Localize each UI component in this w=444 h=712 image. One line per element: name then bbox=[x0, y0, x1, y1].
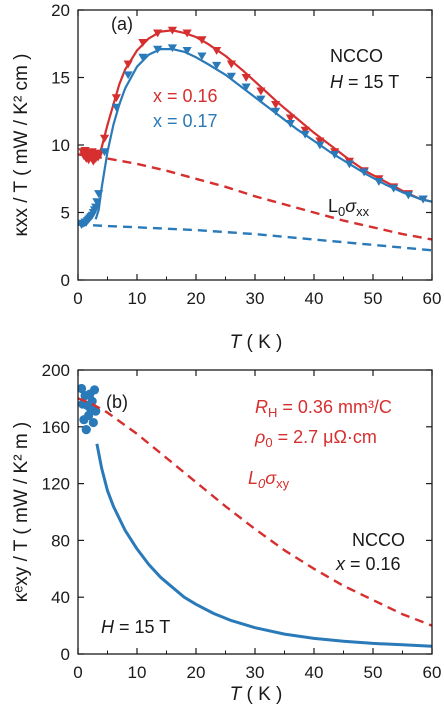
panel-a-series-2-point bbox=[212, 61, 222, 70]
panel-a-frame bbox=[77, 9, 433, 281]
panel-b-xlabel: T ( K ) bbox=[230, 684, 283, 705]
panel-b-l0sigma-label: L0σxy bbox=[248, 468, 290, 491]
panel-b-xtick-label: 50 bbox=[364, 663, 383, 682]
panel-a-series-3-line bbox=[94, 48, 432, 220]
panel-a-label: (a) bbox=[111, 14, 133, 34]
panel-a-ytick-label: 5 bbox=[61, 204, 70, 223]
panel-a-series-5-line bbox=[78, 223, 432, 252]
panel-a-xlabel: T ( K ) bbox=[230, 332, 283, 353]
panel-a-ytick-label: 20 bbox=[51, 1, 70, 20]
panel-b-ylabel: κᵉxy / T ( mW / K² m ) bbox=[11, 422, 32, 603]
panel-a-series-2-point bbox=[256, 95, 266, 104]
panel-a-series-2-point bbox=[123, 71, 133, 80]
panel-a-series-2-point bbox=[182, 47, 192, 55]
panel-b-ytick-label: 40 bbox=[51, 588, 70, 607]
panel-b-material: NCCO bbox=[352, 530, 405, 550]
panel-a-series-0-point bbox=[285, 114, 295, 123]
panel-b-series-0-point bbox=[89, 385, 100, 395]
panel-b-field: H = 15 T bbox=[101, 617, 170, 637]
panel-b-series-0-point bbox=[81, 425, 91, 435]
panel-b-xtick-label: 10 bbox=[128, 663, 147, 682]
panel-a-tick-labels: 0 10 20 30 40 50 60 0 5 10 15 20 bbox=[51, 1, 441, 308]
panel-a-xtick-label: 0 bbox=[73, 289, 82, 308]
panel-b-doping: x = 0.16 bbox=[335, 554, 401, 574]
panel-b-ytick-label: 200 bbox=[42, 361, 70, 380]
panel-a-series-2-point bbox=[197, 52, 207, 61]
panel-a-xtick-label: 10 bbox=[128, 289, 147, 308]
panel-a-series bbox=[78, 26, 432, 252]
panel-b-ytick-label: 0 bbox=[61, 645, 70, 664]
panel-a-series-2-point bbox=[91, 203, 101, 212]
panel-b-series-1-line bbox=[95, 443, 432, 648]
panel-a-ytick-label: 15 bbox=[51, 69, 70, 88]
panel-a-xtick-label: 30 bbox=[246, 289, 265, 308]
panel-a-series-4-line bbox=[78, 153, 432, 241]
panel-a-l0sigma-label: L0σxx bbox=[328, 196, 370, 219]
panel-a-ylabel: κxx / T ( mW / K² cm ) bbox=[11, 54, 32, 237]
panel-b-series-0-point bbox=[91, 406, 101, 416]
panel-b-xtick-label: 60 bbox=[423, 663, 442, 682]
panel-a-material: NCCO bbox=[330, 46, 383, 66]
panel-b: 0 10 20 30 40 50 60 0 40 80 120 160 200 (b) RH = 0.3… bbox=[11, 361, 441, 705]
panel-b-rho: ρ0 = 2.7 μΩ·cm bbox=[254, 427, 377, 450]
panel-a-ytick-label: 0 bbox=[61, 271, 70, 290]
panel-b-xtick-label: 20 bbox=[187, 663, 206, 682]
panel-a-ytick-label: 10 bbox=[51, 136, 70, 155]
panel-b-xtick-label: 30 bbox=[246, 663, 265, 682]
panel-a-xtick-label: 40 bbox=[305, 289, 324, 308]
panel-a-series-2-point bbox=[241, 83, 251, 92]
panel-b-xtick-label: 40 bbox=[305, 663, 324, 682]
panel-b-xtick-label: 0 bbox=[73, 663, 82, 682]
panel-a-series-2-point bbox=[226, 72, 236, 81]
legend-x016: x = 0.16 bbox=[153, 86, 218, 106]
panel-a-series-2-point bbox=[138, 53, 148, 62]
panel-b-series bbox=[78, 383, 432, 648]
panel-a-xtick-label: 20 bbox=[187, 289, 206, 308]
panel-b-label: (b) bbox=[106, 392, 128, 412]
panel-b-series-0-point bbox=[78, 383, 87, 394]
panel-a-field: H = 15 T bbox=[330, 72, 399, 92]
panel-b-series-0-point bbox=[88, 417, 98, 428]
legend-x017: x = 0.17 bbox=[153, 111, 218, 131]
panel-b-ytick-label: 80 bbox=[51, 531, 70, 550]
panel-b-ytick-label: 160 bbox=[42, 418, 70, 437]
panel-b-series-2-line bbox=[78, 397, 432, 627]
panel-a-xtick-label: 50 bbox=[364, 289, 383, 308]
panel-a-xtick-label: 60 bbox=[423, 289, 442, 308]
panel-b-frame bbox=[77, 369, 433, 655]
panel-b-tick-labels: 0 10 20 30 40 50 60 0 40 80 120 160 200 bbox=[42, 361, 442, 682]
panel-b-rh: RH = 0.36 mm³/C bbox=[255, 397, 392, 420]
panel-b-ytick-label: 120 bbox=[42, 475, 70, 494]
panel-b-series-0-point bbox=[87, 396, 97, 406]
